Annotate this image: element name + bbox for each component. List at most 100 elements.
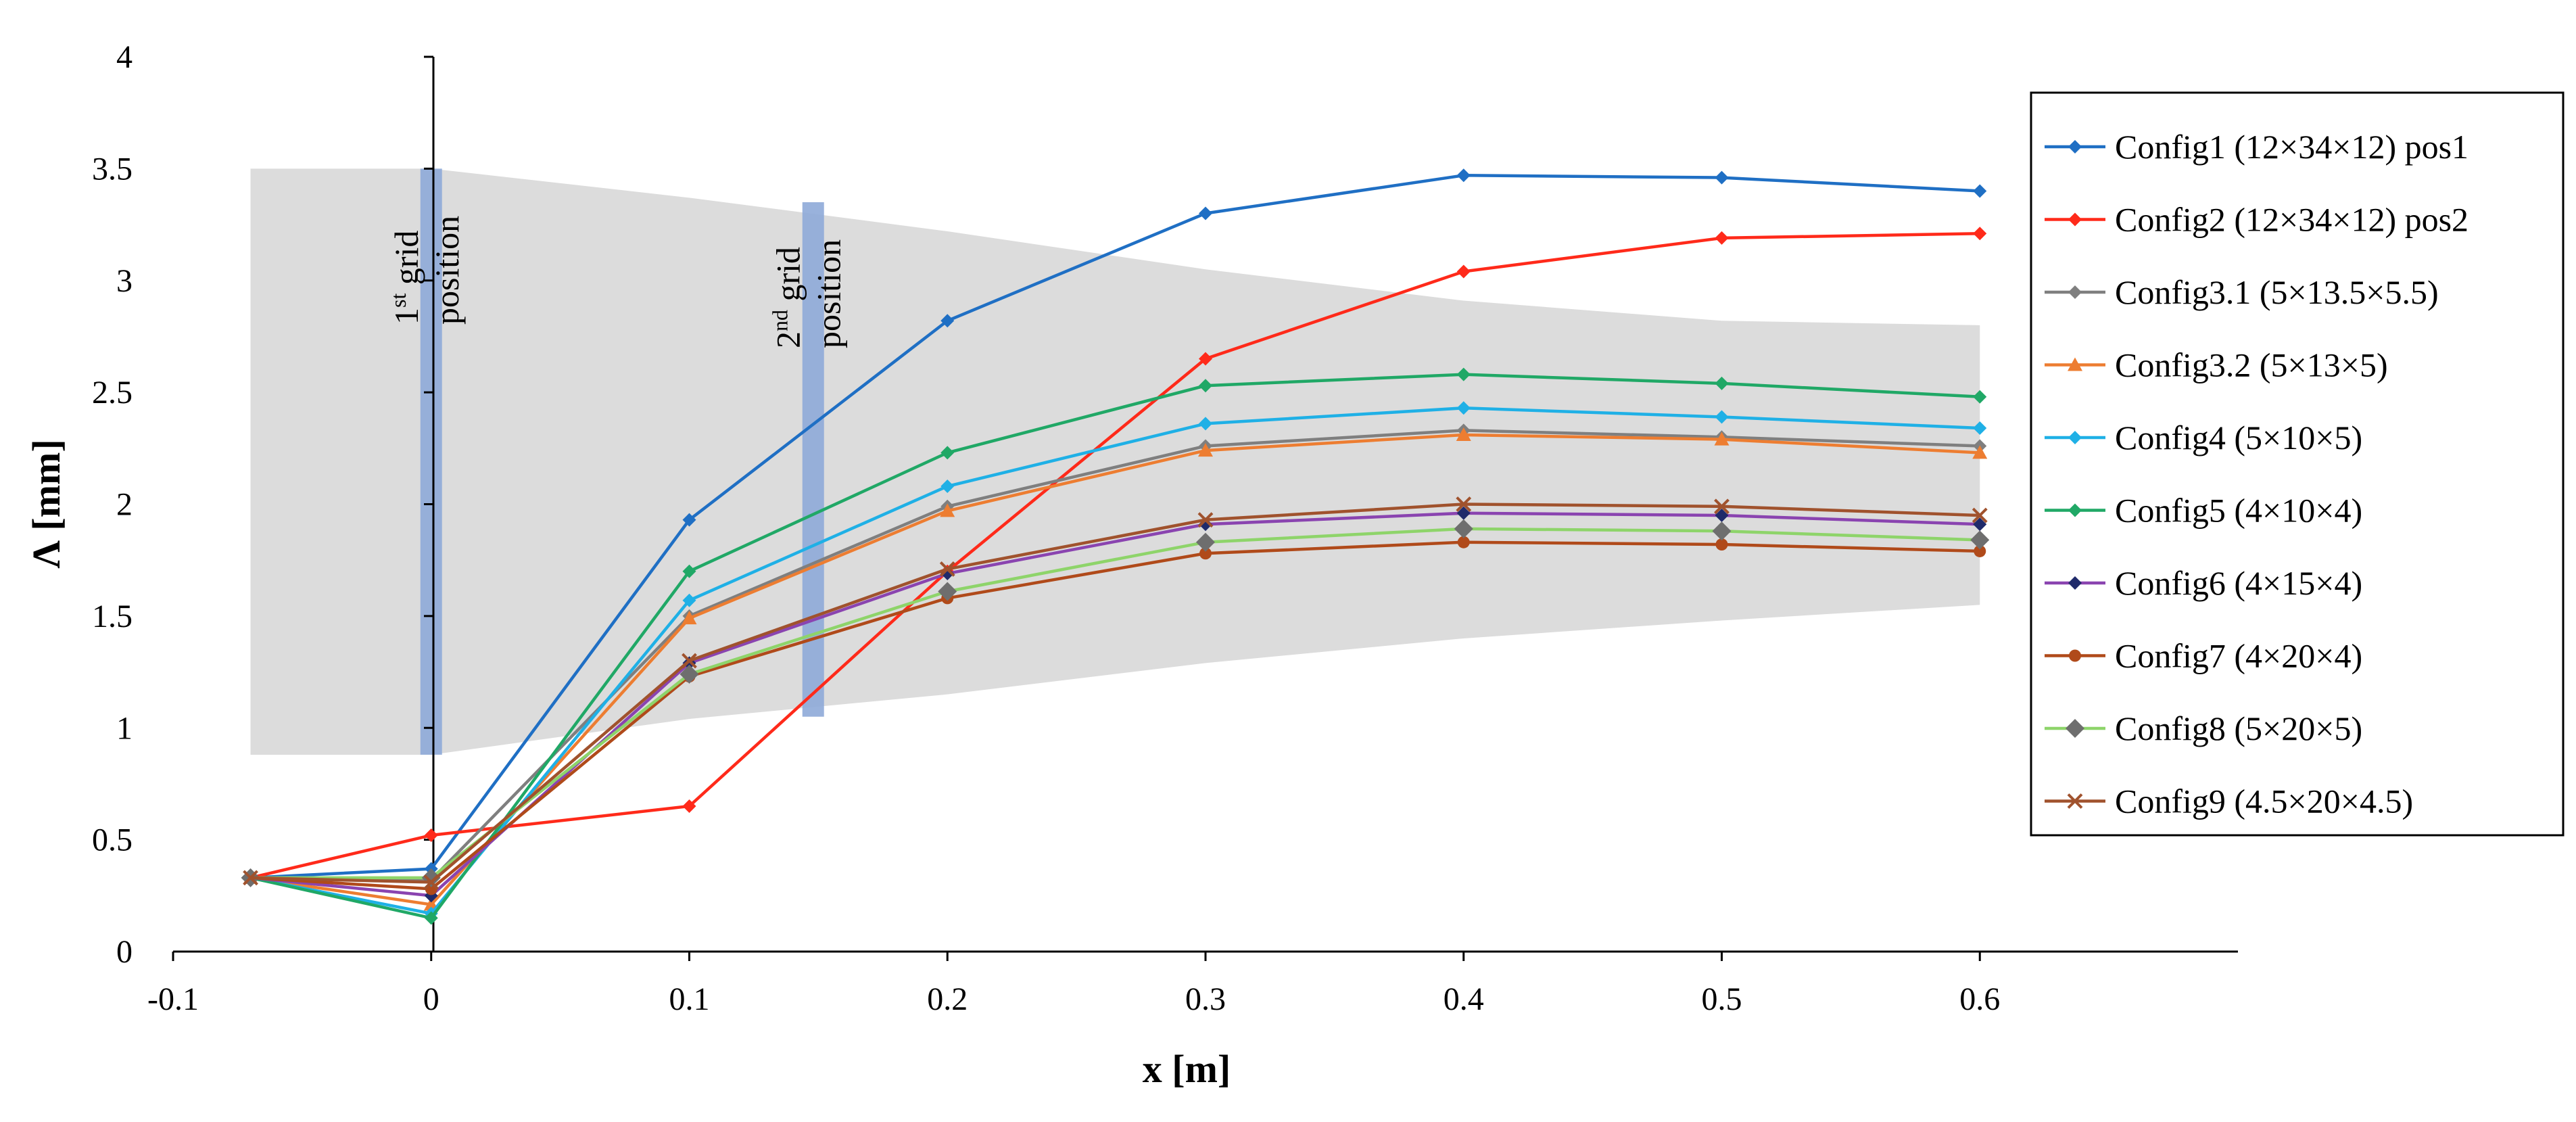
legend: Config1 (12×34×12) pos1 Config2 (12×34×12… bbox=[2030, 91, 2565, 837]
grid-label-line2: position bbox=[428, 216, 466, 325]
data-point-stroke bbox=[682, 653, 697, 669]
data-point bbox=[1715, 509, 1729, 523]
legend-label: Config5 (4×10×4) bbox=[2115, 492, 2362, 530]
data-point bbox=[940, 503, 955, 517]
legend-item: Config2 (12×34×12) pos2 bbox=[2045, 201, 2468, 239]
data-point bbox=[1715, 410, 1729, 424]
legend-item: Config6 (4×15×4) bbox=[2045, 564, 2362, 602]
data-point bbox=[1712, 521, 1732, 541]
data-point bbox=[1456, 427, 1471, 441]
legend-marker bbox=[2068, 503, 2082, 517]
data-point bbox=[1456, 264, 1471, 279]
data-point bbox=[1972, 507, 1988, 523]
data-point bbox=[1715, 170, 1729, 185]
data-point bbox=[940, 446, 955, 460]
shaded-envelope bbox=[250, 168, 1980, 755]
data-point bbox=[1972, 445, 1988, 459]
series-line bbox=[250, 540, 1980, 891]
data-point bbox=[940, 314, 955, 328]
data-point bbox=[1197, 512, 1214, 528]
data-point-stroke bbox=[1197, 512, 1214, 528]
y-tick-label: 3 bbox=[116, 263, 133, 299]
legend-marker bbox=[2067, 793, 2083, 809]
data-point bbox=[1973, 517, 1987, 532]
y-tick-label: 2 bbox=[116, 487, 133, 523]
legend-label: Config3.2 (5×13×5) bbox=[2115, 346, 2388, 384]
data-point bbox=[424, 828, 438, 843]
legend-marker bbox=[2068, 140, 2082, 154]
y-tick-label: 0.5 bbox=[92, 822, 133, 858]
series-10 bbox=[243, 496, 1988, 890]
data-point-stroke bbox=[939, 561, 955, 577]
data-point bbox=[1198, 443, 1213, 457]
legend-item: Config8 (5×20×5) bbox=[2045, 709, 2362, 747]
grid-position-band-layer bbox=[420, 168, 824, 755]
legend-label: Config3.1 (5×13.5×5.5) bbox=[2115, 273, 2439, 311]
data-point bbox=[1973, 227, 1987, 241]
data-point bbox=[1456, 168, 1471, 183]
data-point bbox=[1715, 538, 1728, 551]
y-tick-label: 2.5 bbox=[92, 375, 133, 411]
x-tick-label: -0.1 bbox=[147, 981, 199, 1017]
legend-marker bbox=[2069, 649, 2081, 662]
y-tick-label: 3.5 bbox=[92, 151, 133, 187]
y-axis-title: Λ [mm] bbox=[24, 439, 68, 568]
legend-box bbox=[2030, 91, 2565, 837]
data-point bbox=[1196, 532, 1215, 552]
data-point bbox=[1715, 376, 1729, 390]
data-point bbox=[1199, 417, 1212, 431]
data-point bbox=[1974, 544, 1986, 557]
legend-label: Config4 (5×10×5) bbox=[2115, 419, 2362, 457]
data-point bbox=[1456, 367, 1471, 381]
y-tick-label: 1.5 bbox=[92, 599, 133, 634]
legend-marker bbox=[2068, 576, 2082, 590]
data-point bbox=[682, 513, 696, 527]
data-point-stroke bbox=[423, 874, 439, 890]
series-line bbox=[250, 511, 1980, 897]
data-point bbox=[243, 870, 258, 886]
data-point bbox=[682, 611, 697, 625]
data-point bbox=[423, 874, 439, 890]
data-point bbox=[682, 564, 696, 578]
data-point bbox=[1457, 536, 1470, 548]
axes-layer: 0 0.5 1 1.5 2 2.5 3 3.5 4 -0.1 0 0.1 0.2 0.3 0.4 0.5 0.6… bbox=[24, 39, 2238, 1091]
y-tick-label: 0 bbox=[116, 934, 133, 970]
data-point bbox=[424, 911, 438, 925]
legend-label: Config7 (4×20×4) bbox=[2115, 637, 2362, 675]
legend-item: Config4 (5×10×5) bbox=[2045, 419, 2362, 457]
data-point bbox=[1456, 506, 1471, 520]
data-point bbox=[1714, 498, 1730, 515]
legend-marker bbox=[2068, 212, 2082, 227]
series-line bbox=[250, 429, 1980, 882]
legend-marker bbox=[2068, 431, 2082, 444]
data-point bbox=[1973, 421, 1987, 436]
legend-label: Config9 (4.5×20×4.5) bbox=[2115, 782, 2413, 820]
data-point bbox=[679, 664, 699, 684]
grid-position-label-2: 2nd grid position bbox=[768, 239, 848, 348]
envelope-layer bbox=[250, 168, 1980, 755]
grid-position-band-1 bbox=[420, 168, 442, 755]
legend-item: Config3.1 (5×13.5×5.5) bbox=[2045, 273, 2439, 311]
data-point bbox=[682, 593, 696, 607]
x-tick-label: 0.5 bbox=[1702, 981, 1742, 1017]
data-point bbox=[1199, 352, 1212, 366]
data-point bbox=[1973, 184, 1987, 198]
legend-item: Config9 (4.5×20×4.5) bbox=[2045, 782, 2413, 820]
data-point bbox=[940, 480, 955, 494]
x-tick-label: 0.6 bbox=[1959, 981, 2000, 1017]
legend-marker bbox=[2068, 357, 2082, 371]
data-point bbox=[1973, 390, 1987, 404]
legend-item: Config7 (4×20×4) bbox=[2045, 637, 2362, 675]
grid-label-line2: position bbox=[810, 239, 848, 348]
series-line bbox=[250, 502, 1980, 884]
legend-label: Config2 (12×34×12) pos2 bbox=[2115, 201, 2468, 239]
x-tick-label: 0.3 bbox=[1185, 981, 1226, 1017]
data-point bbox=[1199, 547, 1212, 560]
data-point bbox=[1199, 379, 1212, 393]
x-tick-label: 0 bbox=[423, 981, 439, 1017]
grid-label-line1: 2nd grid bbox=[768, 247, 807, 348]
grid-label-line1: 1st grid bbox=[386, 231, 425, 325]
